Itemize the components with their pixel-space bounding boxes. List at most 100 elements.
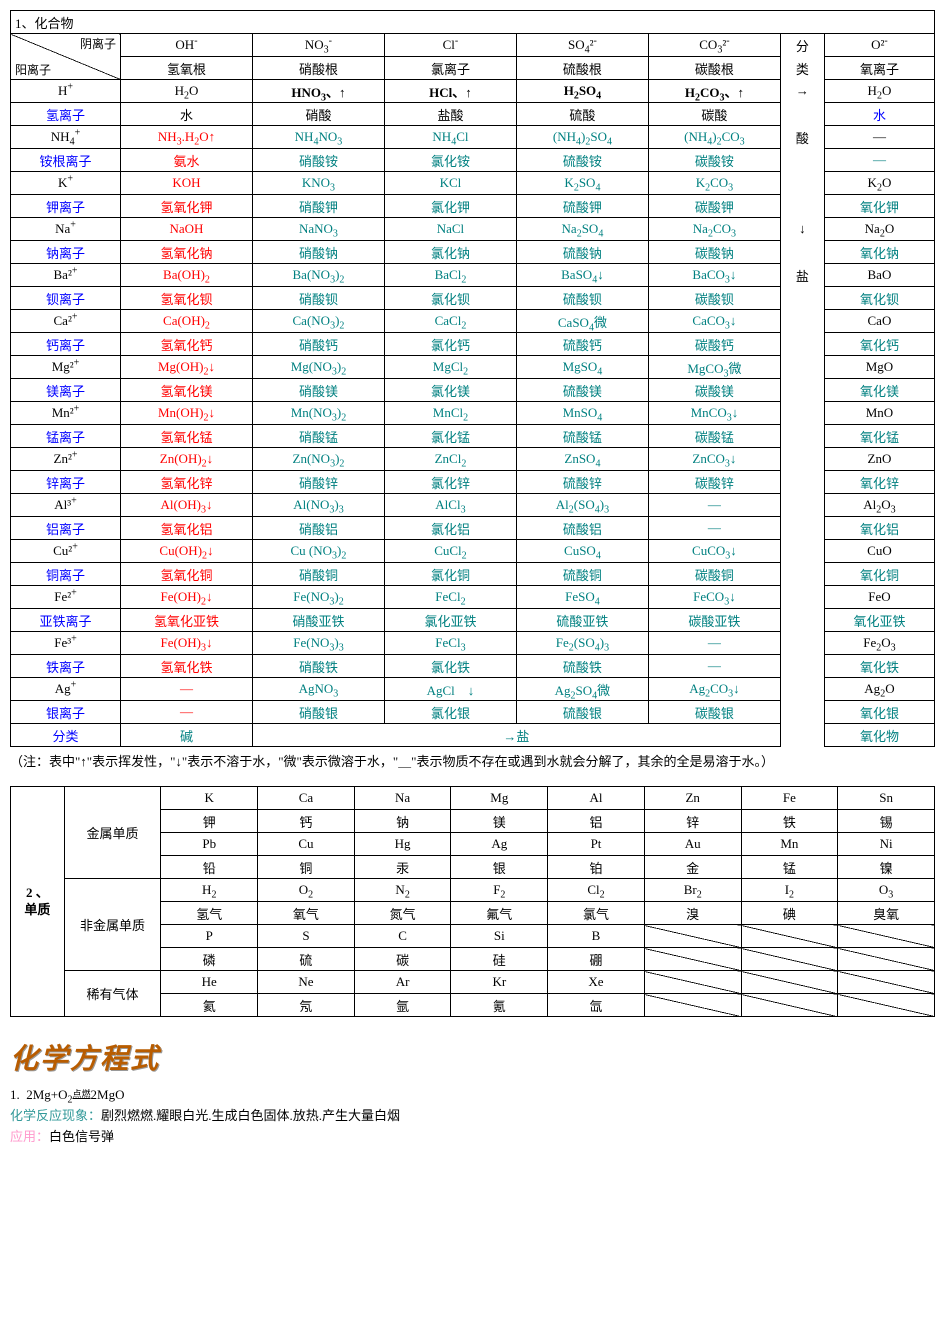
cn-cell: 碳 — [354, 948, 451, 971]
cell-n: 氢氧化钾 — [120, 195, 252, 218]
sym-cell: Kr — [451, 971, 548, 994]
cell-f: MgCl2 — [384, 356, 516, 379]
cell-f: AgNO3 — [252, 678, 384, 701]
cell-f: HNO3、↑ — [252, 80, 384, 103]
table1-title: 1、化合物 — [11, 11, 935, 34]
ion-n: 银离子 — [11, 701, 121, 724]
cell-f: H2O — [120, 80, 252, 103]
ion-f: NH4+ — [11, 126, 121, 149]
phen-text: 剧烈燃燃.耀眼白光.生成白色固体.放热.产生大量白烟 — [101, 1108, 400, 1123]
cell-f: Ca(NO3)2 — [252, 310, 384, 333]
col-no3-n: 硝酸根 — [252, 57, 384, 80]
cn-cell: 硫 — [258, 948, 355, 971]
cell-f: MnCl2 — [384, 402, 516, 425]
eq-num: 1. — [10, 1087, 20, 1102]
cell-n: 硫酸锰 — [516, 425, 648, 448]
cell-f: Zn(OH)2↓ — [120, 448, 252, 471]
cn-cell: 铁 — [741, 810, 838, 833]
sym-cell: Pt — [548, 833, 645, 856]
group-name: 金属单质 — [64, 787, 161, 879]
slash-cell — [838, 948, 935, 971]
side-cell: → — [780, 80, 824, 103]
col-o-f: O²- — [824, 34, 934, 57]
side-cell — [780, 149, 824, 172]
ion-n: 铵根离子 — [11, 149, 121, 172]
col-co3-f: CO3²- — [648, 34, 780, 57]
cell-f: NH4Cl — [384, 126, 516, 149]
cn-cell: 金 — [644, 856, 741, 879]
cell-n: 硝酸钡 — [252, 287, 384, 310]
cell-n: 氢氧化镁 — [120, 379, 252, 402]
ion-f: Ca²+ — [11, 310, 121, 333]
cell-f: ZnCO3↓ — [648, 448, 780, 471]
cell-f: Al2(SO4)3 — [516, 494, 648, 517]
bottom-salt: →盐 — [252, 724, 780, 747]
ox-f: Al2O3 — [824, 494, 934, 517]
cell-n: 碳酸钙 — [648, 333, 780, 356]
cell-n: 硫酸铵 — [516, 149, 648, 172]
sym-cell: B — [548, 925, 645, 948]
cell-n: 碳酸镁 — [648, 379, 780, 402]
ox-n: 氧化银 — [824, 701, 934, 724]
ion-n: 亚铁离子 — [11, 609, 121, 632]
ion-f: H+ — [11, 80, 121, 103]
ox-f: FeO — [824, 586, 934, 609]
sym-cell: K — [161, 787, 258, 810]
side-cell: ↓ — [780, 218, 824, 241]
cell-n: 硝酸铝 — [252, 517, 384, 540]
cell-n: 氯化镁 — [384, 379, 516, 402]
eq-cond: 点燃 — [73, 1089, 91, 1099]
cell-f: H2SO4 — [516, 80, 648, 103]
section-title-text: 化学方程式 — [10, 1044, 160, 1075]
cell-f: ZnCl2 — [384, 448, 516, 471]
side-cell — [780, 379, 824, 402]
cell-n: 氢氧化铜 — [120, 563, 252, 586]
cell-f: Fe(OH)2↓ — [120, 586, 252, 609]
cell-n: 硫酸钾 — [516, 195, 648, 218]
sym-cell: Xe — [548, 971, 645, 994]
side-cell — [780, 632, 824, 655]
cell-f: Ag2CO3↓ — [648, 678, 780, 701]
cell-n: 氯化亚铁 — [384, 609, 516, 632]
cell-n: 硝酸钙 — [252, 333, 384, 356]
cell-n: 氢氧化钡 — [120, 287, 252, 310]
cell-n: 氯化银 — [384, 701, 516, 724]
side-cell — [780, 310, 824, 333]
sym-cell: Ag — [451, 833, 548, 856]
sym-cell: O3 — [838, 879, 935, 902]
cn-cell: 铅 — [161, 856, 258, 879]
sym-cell: Au — [644, 833, 741, 856]
section-title: 化学方程式 — [10, 1037, 935, 1077]
ion-n: 钾离子 — [11, 195, 121, 218]
cell-f: KOH — [120, 172, 252, 195]
sym-cell: Hg — [354, 833, 451, 856]
side-cell: 盐 — [780, 264, 824, 287]
side-cell — [780, 586, 824, 609]
ox-n: 氧化钡 — [824, 287, 934, 310]
cell-n: 氯化锰 — [384, 425, 516, 448]
cell-n: — — [120, 701, 252, 724]
col-oh-n: 氢氧根 — [120, 57, 252, 80]
cell-n: 碳酸 — [648, 103, 780, 126]
slash-cell — [741, 948, 838, 971]
side-cell — [780, 494, 824, 517]
ion-n: 钠离子 — [11, 241, 121, 264]
ion-n: 钙离子 — [11, 333, 121, 356]
cell-n: 硝酸锰 — [252, 425, 384, 448]
cn-cell: 钙 — [258, 810, 355, 833]
cell-n: 碳酸锌 — [648, 471, 780, 494]
sym-cell: Sn — [838, 787, 935, 810]
ox-f: MnO — [824, 402, 934, 425]
side-cell — [780, 448, 824, 471]
sym-cell: O2 — [258, 879, 355, 902]
cn-cell: 氖 — [258, 994, 355, 1017]
cn-cell: 硅 — [451, 948, 548, 971]
cell-n: 硫酸镁 — [516, 379, 648, 402]
cell-f: CuSO4 — [516, 540, 648, 563]
cell-f: CaCO3↓ — [648, 310, 780, 333]
cn-cell: 氟气 — [451, 902, 548, 925]
app-label: 应用： — [10, 1129, 49, 1144]
side-cell — [780, 356, 824, 379]
cell-f: Ag2SO4微 — [516, 678, 648, 701]
slash-cell — [644, 948, 741, 971]
